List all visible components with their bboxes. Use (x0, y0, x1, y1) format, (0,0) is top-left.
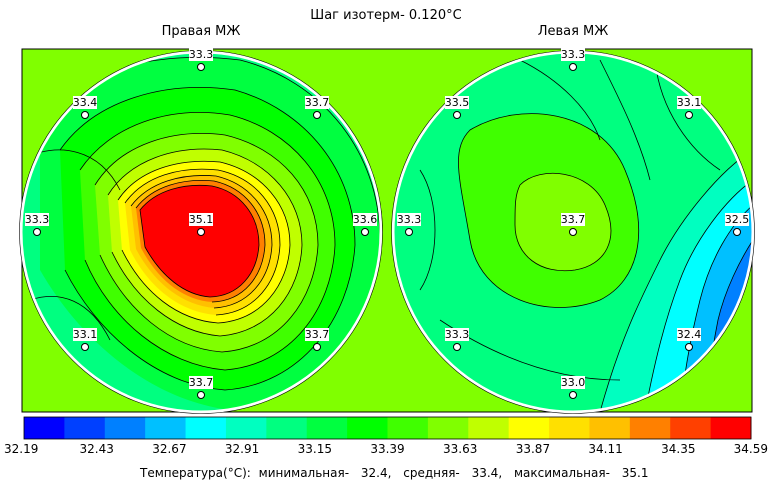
point-label-bg (445, 328, 469, 341)
point-label-bg (305, 96, 329, 109)
colorbar-ticks: 32.19 32.43 32.67 32.91 33.15 33.39 33.63 33.87… (4, 442, 768, 456)
point-label-bg (353, 213, 377, 226)
measurement-point (685, 343, 693, 351)
colorbar-segment (266, 417, 308, 439)
colorbar (23, 416, 752, 440)
point-temperature-label: 35.1 (189, 213, 214, 226)
colorbar-tick-label: 33.39 (370, 442, 404, 456)
point-label-bg (561, 376, 585, 389)
colorbar-segment (549, 417, 590, 439)
point-temperature-label: 33.7 (561, 213, 586, 226)
left-breast-points: 33.3 33.5 33.1 33.3 33.7 32.5 33.3 32.4 33.0 (397, 48, 750, 399)
isotherm-step-title: Шаг изотерм- 0.120°C (310, 8, 461, 23)
colorbar-segment (710, 417, 752, 439)
colorbar-segment (24, 417, 65, 439)
point-label-bg (73, 328, 97, 341)
colorbar-segment (508, 417, 550, 439)
colorbar-border (23, 416, 752, 440)
point-temperature-label: 33.3 (397, 213, 422, 226)
colorbar-tick-label: 34.35 (661, 442, 695, 456)
colorbar-segment (589, 417, 631, 439)
colorbar-segment (629, 417, 671, 439)
point-label-bg (189, 213, 213, 226)
point-label-bg (445, 96, 469, 109)
colorbar-segment (387, 417, 429, 439)
point-temperature-label: 33.5 (445, 96, 470, 109)
colorbar-tick-label: 33.15 (298, 442, 332, 456)
right-breast-map (19, 50, 383, 414)
point-label-bg (561, 48, 585, 61)
point-temperature-label: 33.1 (73, 328, 98, 341)
left-breast-title: Левая МЖ (538, 24, 609, 39)
point-label-bg (397, 213, 421, 226)
point-temperature-label: 32.4 (677, 328, 702, 341)
point-label-bg (25, 213, 49, 226)
colorbar-segment (145, 417, 187, 439)
measurement-point (361, 228, 369, 236)
colorbar-segment (347, 417, 388, 439)
measurement-point (313, 343, 321, 351)
measurement-point (197, 228, 205, 236)
measurement-point (405, 228, 413, 236)
colorbar-tick-label: 34.11 (588, 442, 622, 456)
point-label-bg (677, 328, 701, 341)
point-temperature-label: 33.7 (189, 376, 214, 389)
measurement-point (685, 111, 693, 119)
measurement-point (313, 111, 321, 119)
point-temperature-label: 33.0 (561, 376, 586, 389)
colorbar-segment (104, 417, 146, 439)
colorbar-segment (427, 417, 469, 439)
measurement-point (81, 111, 89, 119)
colorbar-tick-label: 34.59 (734, 442, 768, 456)
colorbar-tick-label: 33.87 (516, 442, 550, 456)
point-label-bg (677, 96, 701, 109)
measurement-point (197, 391, 205, 399)
colorbar-segment (225, 417, 267, 439)
point-label-bg (725, 213, 749, 226)
point-temperature-label: 33.3 (189, 48, 214, 61)
colorbar-tick-label: 32.43 (80, 442, 114, 456)
colorbar-tick-label: 33.63 (443, 442, 477, 456)
measurement-point (569, 228, 577, 236)
right-breast-title: Правая МЖ (162, 24, 241, 39)
colorbar-tick-label: 32.91 (225, 442, 259, 456)
measurement-point (33, 228, 41, 236)
point-label-bg (305, 328, 329, 341)
colorbar-segment (468, 417, 510, 439)
point-label-bg (189, 48, 213, 61)
colorbar-segment (306, 417, 348, 439)
point-temperature-label: 33.4 (73, 96, 98, 109)
point-temperature-label: 33.3 (25, 213, 50, 226)
point-label-bg (561, 213, 585, 226)
measurement-point (569, 391, 577, 399)
point-temperature-label: 32.5 (725, 213, 750, 226)
colorbar-tick-label: 32.19 (4, 442, 38, 456)
colorbar-segment (64, 417, 106, 439)
point-temperature-label: 33.1 (677, 96, 702, 109)
right-breast-points: 33.3 33.4 33.7 33.3 35.1 33.6 33.1 33.7 33.7 (25, 48, 378, 399)
point-temperature-label: 33.3 (445, 328, 470, 341)
measurement-point (453, 111, 461, 119)
point-label-bg (73, 96, 97, 109)
measurement-point (197, 63, 205, 71)
colorbar-segment (670, 417, 712, 439)
measurement-point (453, 343, 461, 351)
point-temperature-label: 33.3 (561, 48, 586, 61)
colorbar-tick-label: 32.67 (152, 442, 186, 456)
point-temperature-label: 33.6 (353, 213, 378, 226)
footer-stats: Температура(°C): минимальная- 32.4, сред… (139, 466, 648, 480)
point-temperature-label: 33.7 (305, 328, 330, 341)
measurement-point (569, 63, 577, 71)
colorbar-segment (185, 417, 227, 439)
measurement-point (733, 228, 741, 236)
point-temperature-label: 33.7 (305, 96, 330, 109)
point-label-bg (189, 376, 213, 389)
measurement-point (81, 343, 89, 351)
